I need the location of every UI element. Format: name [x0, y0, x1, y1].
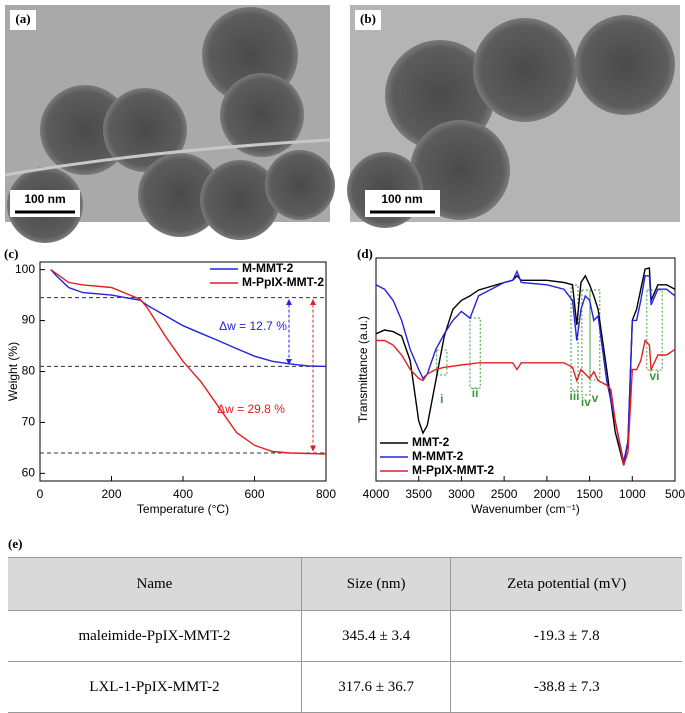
region-label: iv: [581, 395, 591, 409]
panel-label: (a): [15, 11, 30, 26]
x-axis-title: Wavenumber (cm⁻¹): [471, 502, 580, 516]
tem-image-a: [4, 5, 335, 243]
x-tick-label: 1500: [576, 487, 603, 501]
x-tick-label: 2000: [534, 487, 561, 501]
y-axis-title: Transmittance (a.u.): [356, 316, 370, 423]
series-line: [50, 269, 327, 368]
panel-label: (b): [360, 11, 376, 26]
tem-image-b: [347, 5, 680, 228]
x-tick-label: 4000: [363, 487, 390, 501]
legend-label: M-MMT-2: [412, 449, 464, 463]
table-row: LXL-1-PpIX-MMT-2 317.6 ± 36.7 -38.8 ± 7.3: [8, 661, 682, 713]
scale-bar-label: 100 nm: [381, 192, 422, 206]
x-tick-label: 1000: [619, 487, 646, 501]
x-tick-label: 3500: [405, 487, 432, 501]
legend-label: M-PpIX-MMT-2: [412, 463, 494, 477]
y-axis-title: Weight (%): [6, 342, 20, 401]
region-label: ii: [472, 386, 479, 400]
region-box: [581, 289, 591, 396]
x-tick-label: 200: [101, 487, 121, 501]
legend-label: MMT-2: [412, 435, 450, 449]
header-row: Name Size (nm) Zeta potential (mV): [8, 557, 682, 611]
legend-label: M-MMT-2: [242, 261, 294, 275]
y-tick-label: 90: [22, 313, 36, 327]
y-tick-label: 70: [22, 415, 36, 429]
y-tick-label: 60: [22, 466, 36, 480]
region-label: vi: [649, 369, 659, 383]
x-axis-title: Temperature (°C): [137, 502, 229, 516]
x-tick-label: 600: [244, 487, 264, 501]
region-box: [469, 317, 481, 389]
table-cell: 317.6 ± 36.7: [300, 661, 451, 713]
series-line: [376, 339, 676, 466]
y-tick-label: 100: [15, 262, 35, 276]
x-tick-label: 500: [665, 487, 685, 501]
series-line: [375, 269, 676, 463]
region-box: [646, 289, 663, 371]
region-label: v: [592, 391, 599, 405]
region-label: iii: [570, 389, 580, 403]
table-cell: maleimide-PpIX-MMT-2: [8, 610, 302, 662]
x-tick-label: 800: [316, 487, 336, 501]
plot-frame: [375, 257, 676, 482]
header-cell: Name: [8, 557, 302, 611]
plot-frame: [39, 261, 327, 482]
x-tick-label: 2500: [491, 487, 518, 501]
panel-label: (c): [4, 246, 18, 261]
annotation: Δw = 29.8 %: [217, 402, 285, 416]
x-tick-label: 3000: [448, 487, 475, 501]
x-tick-label: 0: [37, 487, 44, 501]
header-cell: Size (nm): [300, 557, 451, 611]
series-line: [375, 267, 676, 466]
header-cell: Zeta potential (mV): [450, 557, 682, 611]
y-tick-label: 80: [22, 364, 36, 378]
table-cell: 345.4 ± 3.4: [300, 610, 451, 662]
region-box: [589, 289, 601, 381]
panel-label: (d): [357, 246, 373, 261]
table-row: maleimide-PpIX-MMT-2 345.4 ± 3.4 -19.3 ± 7…: [8, 610, 682, 662]
data-table: Name Size (nm) Zeta potential (mV) maleimid…: [8, 557, 682, 713]
legend-label: M-PpIX-MMT-2: [242, 275, 324, 289]
region-label: i: [440, 392, 443, 406]
panel-label: (e): [8, 536, 22, 551]
annotation: Δw = 12.7 %: [219, 319, 287, 333]
table-cell: LXL-1-PpIX-MMT-2: [8, 661, 302, 713]
table-cell: -19.3 ± 7.8: [450, 610, 682, 662]
table-cell: -38.8 ± 7.3: [450, 661, 682, 713]
series-line: [50, 269, 327, 455]
x-tick-label: 400: [173, 487, 193, 501]
scale-bar-label: 100 nm: [24, 192, 65, 206]
